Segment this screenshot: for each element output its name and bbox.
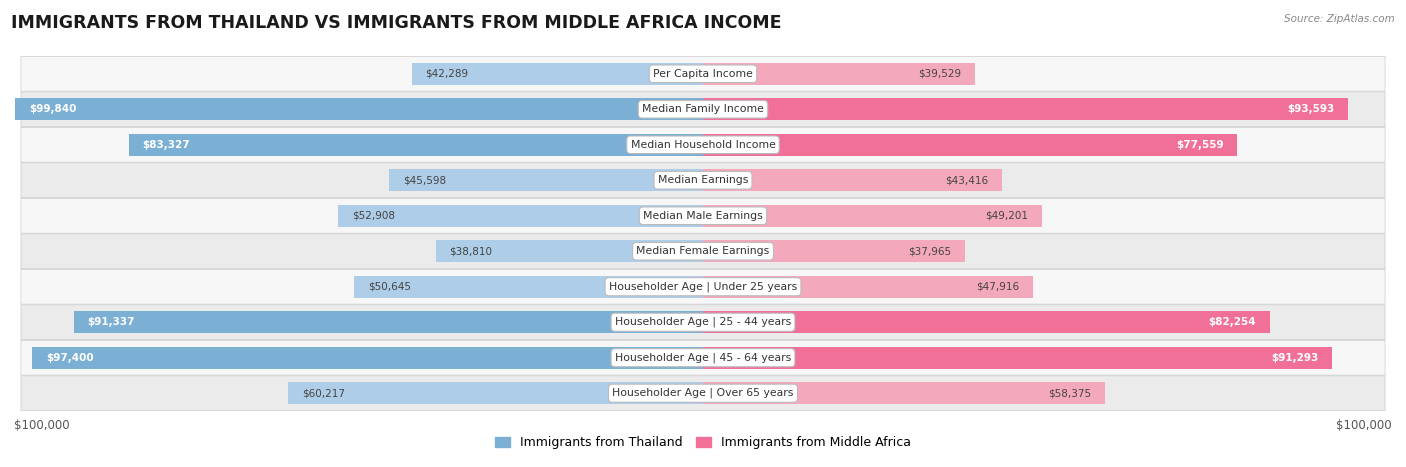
- Text: $82,254: $82,254: [1208, 317, 1256, 327]
- Bar: [703, 98, 1348, 120]
- Text: Householder Age | Under 25 years: Householder Age | Under 25 years: [609, 282, 797, 292]
- Text: Per Capita Income: Per Capita Income: [652, 69, 754, 79]
- Bar: [703, 205, 1042, 227]
- Bar: [412, 63, 703, 85]
- Text: $45,598: $45,598: [402, 175, 446, 185]
- Text: $38,810: $38,810: [450, 246, 492, 256]
- Text: $52,908: $52,908: [353, 211, 395, 221]
- Text: Median Household Income: Median Household Income: [630, 140, 776, 150]
- Bar: [354, 276, 703, 298]
- Text: Median Family Income: Median Family Income: [643, 104, 763, 114]
- Text: Householder Age | 45 - 64 years: Householder Age | 45 - 64 years: [614, 353, 792, 363]
- Text: $47,916: $47,916: [976, 282, 1019, 292]
- Text: $50,645: $50,645: [368, 282, 411, 292]
- FancyBboxPatch shape: [21, 57, 1385, 91]
- Bar: [129, 134, 703, 156]
- FancyBboxPatch shape: [21, 198, 1385, 233]
- Bar: [703, 276, 1033, 298]
- Bar: [703, 63, 976, 85]
- FancyBboxPatch shape: [21, 163, 1385, 198]
- Legend: Immigrants from Thailand, Immigrants from Middle Africa: Immigrants from Thailand, Immigrants fro…: [491, 432, 915, 454]
- Text: $93,593: $93,593: [1286, 104, 1334, 114]
- Text: Householder Age | Over 65 years: Householder Age | Over 65 years: [612, 388, 794, 398]
- Text: $83,327: $83,327: [142, 140, 190, 150]
- Bar: [389, 169, 703, 191]
- FancyBboxPatch shape: [21, 376, 1385, 410]
- Bar: [703, 382, 1105, 404]
- Text: Householder Age | 25 - 44 years: Householder Age | 25 - 44 years: [614, 317, 792, 327]
- Bar: [288, 382, 703, 404]
- FancyBboxPatch shape: [21, 234, 1385, 269]
- Bar: [703, 169, 1002, 191]
- Text: $60,217: $60,217: [302, 388, 344, 398]
- Text: $39,529: $39,529: [918, 69, 962, 79]
- Bar: [73, 311, 703, 333]
- Text: $37,965: $37,965: [908, 246, 950, 256]
- Bar: [15, 98, 703, 120]
- Bar: [339, 205, 703, 227]
- Text: $97,400: $97,400: [46, 353, 93, 363]
- Text: $42,289: $42,289: [426, 69, 468, 79]
- Bar: [703, 240, 965, 262]
- Bar: [703, 347, 1331, 369]
- Text: $91,293: $91,293: [1271, 353, 1319, 363]
- Bar: [32, 347, 703, 369]
- Text: $43,416: $43,416: [945, 175, 988, 185]
- Text: $100,000: $100,000: [14, 419, 70, 432]
- Text: $77,559: $77,559: [1175, 140, 1223, 150]
- Text: $100,000: $100,000: [1336, 419, 1392, 432]
- Text: $49,201: $49,201: [986, 211, 1028, 221]
- FancyBboxPatch shape: [21, 92, 1385, 127]
- Bar: [436, 240, 703, 262]
- Text: IMMIGRANTS FROM THAILAND VS IMMIGRANTS FROM MIDDLE AFRICA INCOME: IMMIGRANTS FROM THAILAND VS IMMIGRANTS F…: [11, 14, 782, 32]
- FancyBboxPatch shape: [21, 340, 1385, 375]
- Text: Median Female Earnings: Median Female Earnings: [637, 246, 769, 256]
- Text: $58,375: $58,375: [1049, 388, 1091, 398]
- FancyBboxPatch shape: [21, 305, 1385, 340]
- Text: $99,840: $99,840: [30, 104, 76, 114]
- FancyBboxPatch shape: [21, 127, 1385, 162]
- Text: Source: ZipAtlas.com: Source: ZipAtlas.com: [1284, 14, 1395, 24]
- Text: $91,337: $91,337: [87, 317, 135, 327]
- Bar: [703, 311, 1270, 333]
- Text: Median Male Earnings: Median Male Earnings: [643, 211, 763, 221]
- Text: Median Earnings: Median Earnings: [658, 175, 748, 185]
- Bar: [703, 134, 1237, 156]
- FancyBboxPatch shape: [21, 269, 1385, 304]
